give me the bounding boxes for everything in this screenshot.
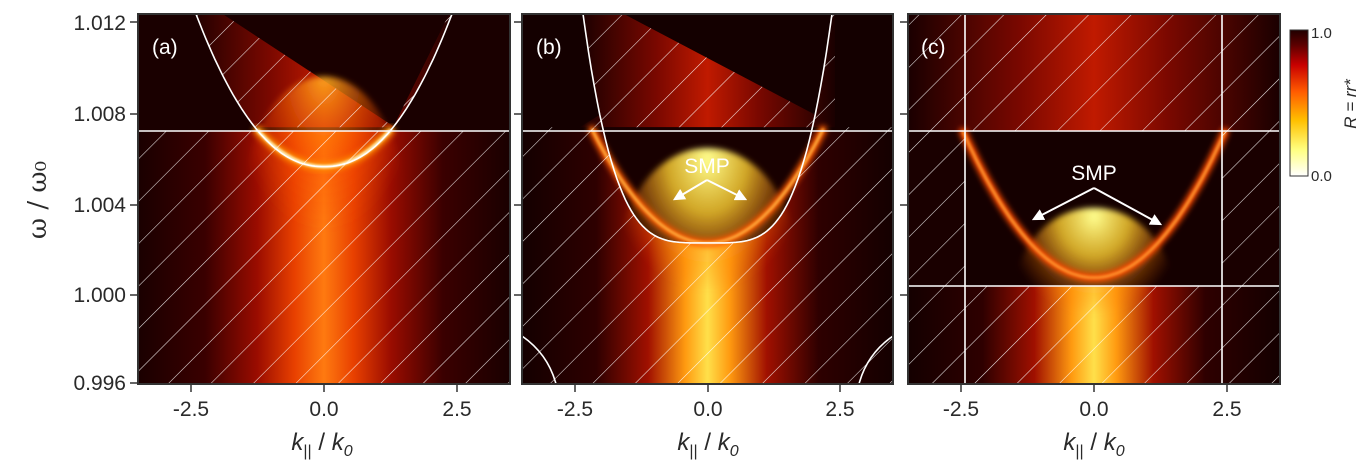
panel-b-light-cone-line: [582, 14, 833, 244]
panel-c-hatch-right: [1222, 131, 1280, 286]
x-axis-c: -2.5 0.0 2.5 k|| / k0: [943, 384, 1242, 460]
x-axis-a: -2.5 0.0 2.5 k|| / k0: [173, 384, 472, 460]
y-tick-label: 1.008: [73, 103, 126, 126]
panel-c-hatch-bottom: [908, 286, 1280, 384]
x-axis-title-c: k|| / k0: [1063, 429, 1124, 460]
panel-c: SMP: [908, 14, 1280, 384]
panel-b-arrow-left: [672, 179, 708, 201]
x-tick-label: 2.5: [1212, 398, 1241, 421]
panel-b-corner-arc-left: [522, 335, 557, 384]
x-tick-label: 0.0: [693, 398, 722, 421]
panel-b-arrow-right: [706, 179, 748, 201]
x-tick-label: -2.5: [557, 398, 593, 421]
inner-y-ticks: [514, 21, 908, 296]
panel-c-arrow-right: [1093, 187, 1163, 226]
panel-c-mode-curve: [961, 130, 1227, 279]
y-tick-label: 0.996: [73, 372, 126, 395]
x-tick-label: 0.0: [309, 398, 338, 421]
y-axis-title: ω / ω₀: [23, 161, 53, 239]
panel-a: [138, 14, 510, 384]
panel-b-label: (b): [536, 36, 562, 59]
panel-b-hatch-lower: [522, 127, 893, 384]
y-tick-label: 1.012: [73, 12, 126, 35]
panel-c-hatch-top: [908, 14, 1280, 131]
colorbar-gradient: [1289, 29, 1309, 177]
x-axis-title-a: k|| / k0: [291, 429, 352, 460]
colorbar-title: R = rr*: [1341, 78, 1360, 129]
colorbar-max-label: 1.0: [1311, 25, 1332, 42]
x-axis-title-b: k|| / k0: [677, 429, 738, 460]
panel-a-light-cone-line: [195, 14, 453, 168]
panel-c-arrow-left: [1031, 187, 1095, 221]
x-tick-label: 2.5: [442, 398, 471, 421]
panel-a-hatch-lower: [138, 131, 510, 384]
panel-a-hatch-upper: [196, 14, 452, 128]
x-axis-b: -2.5 0.0 2.5 k|| / k0: [557, 384, 855, 460]
colorbar: 1.0 0.0 R = rr*: [1289, 25, 1360, 185]
panel-b-corner-arc-right: [858, 335, 893, 384]
y-axis: 1.012 1.008 1.004 1.000 0.996 ω / ω₀: [23, 12, 138, 395]
panel-b-hatch-upper: [580, 14, 835, 128]
x-tick-label: -2.5: [173, 398, 209, 421]
x-tick-label: 2.5: [825, 398, 854, 421]
panel-a-label: (a): [152, 36, 178, 59]
panel-c-hatch-left: [908, 131, 965, 286]
x-tick-label: 0.0: [1079, 398, 1108, 421]
panel-b: SMP: [522, 14, 893, 384]
x-tick-label: -2.5: [943, 398, 979, 421]
panel-c-annotation: SMP: [1071, 162, 1117, 185]
panel-b-annotation: SMP: [684, 155, 730, 178]
colorbar-min-label: 0.0: [1311, 168, 1332, 185]
y-tick-label: 1.000: [73, 284, 126, 307]
y-tick-label: 1.004: [73, 194, 126, 217]
panel-c-label: (c): [921, 36, 946, 59]
